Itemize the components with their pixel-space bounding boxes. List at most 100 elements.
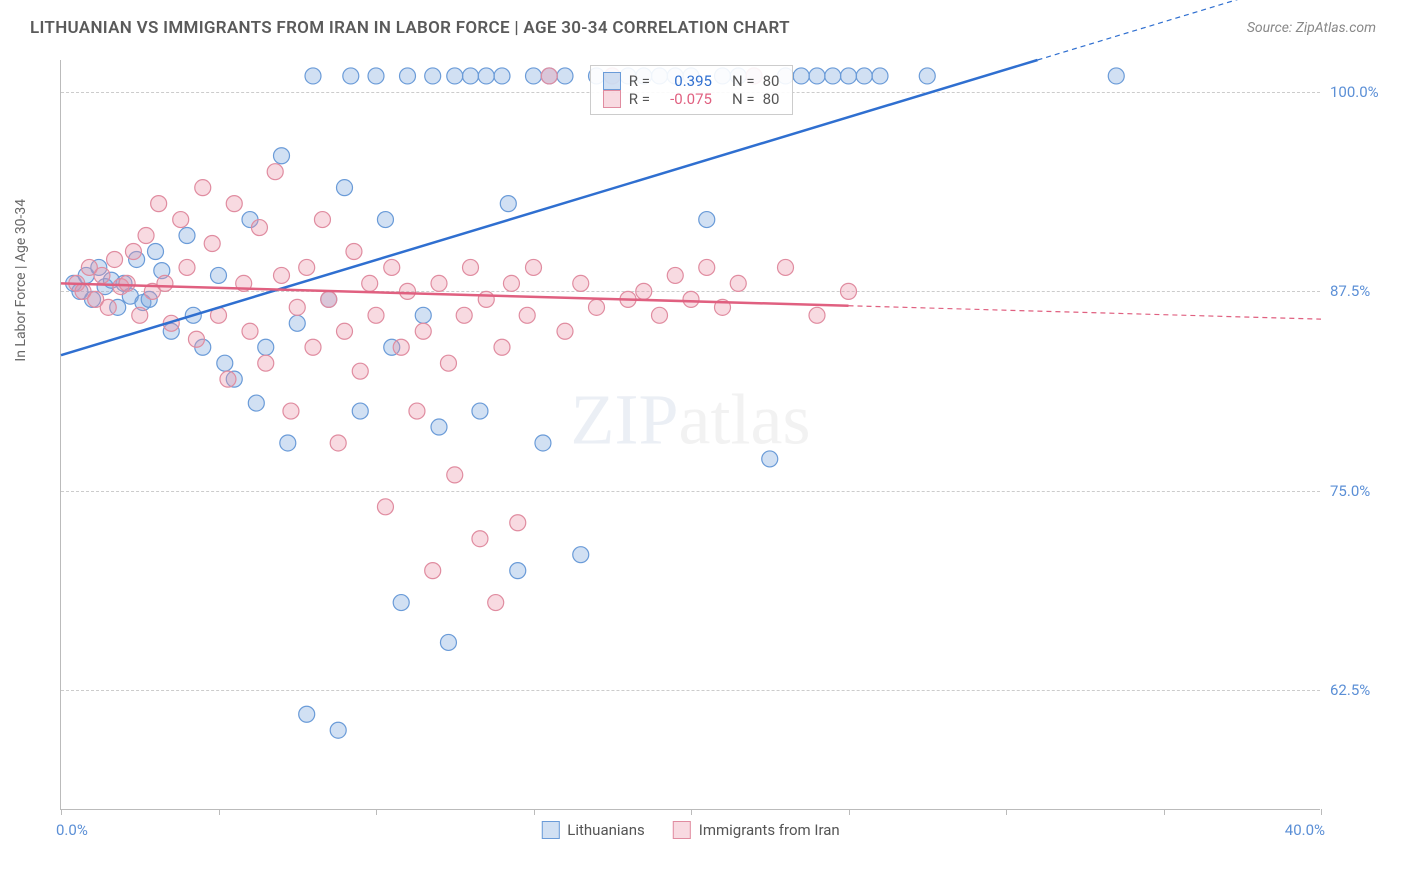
data-point	[825, 68, 841, 84]
data-point	[157, 275, 173, 291]
data-point	[557, 68, 573, 84]
data-point	[321, 291, 337, 307]
x-tick	[61, 809, 62, 815]
data-point	[503, 275, 519, 291]
data-point	[557, 323, 573, 339]
legend-swatch	[603, 72, 621, 90]
x-tick	[376, 809, 377, 815]
data-point	[667, 267, 683, 283]
x-axis-max-label: 40.0%	[1285, 821, 1325, 839]
data-point	[535, 435, 551, 451]
data-point	[107, 251, 123, 267]
data-point	[343, 68, 359, 84]
data-point	[251, 220, 267, 236]
correlation-stats-legend: R = 0.395 N = 80R = -0.075 N = 80	[590, 65, 793, 115]
n-label: N =	[732, 90, 755, 108]
data-point	[400, 283, 416, 299]
n-label: N =	[732, 72, 755, 90]
data-point	[384, 259, 400, 275]
data-point	[305, 339, 321, 355]
data-point	[100, 299, 116, 315]
legend-item: Immigrants from Iran	[673, 821, 840, 839]
data-point	[248, 395, 264, 411]
data-point	[683, 291, 699, 307]
r-value: 0.395	[658, 72, 712, 90]
x-tick	[849, 809, 850, 815]
data-point	[541, 68, 557, 84]
data-point	[409, 403, 425, 419]
data-point	[872, 68, 888, 84]
data-point	[431, 275, 447, 291]
data-point	[330, 435, 346, 451]
data-point	[188, 331, 204, 347]
x-tick	[219, 809, 220, 815]
legend-item: Lithuanians	[541, 821, 644, 839]
data-point	[393, 339, 409, 355]
data-point	[500, 196, 516, 212]
data-point	[589, 299, 605, 315]
legend-swatch	[673, 821, 691, 839]
data-point	[494, 68, 510, 84]
data-point	[573, 275, 589, 291]
data-point	[778, 259, 794, 275]
data-point	[346, 243, 362, 259]
data-point	[305, 68, 321, 84]
legend-label: Lithuanians	[567, 821, 644, 839]
chart-source: Source: ZipAtlas.com	[1247, 20, 1376, 36]
data-point	[478, 291, 494, 307]
data-point	[510, 515, 526, 531]
x-axis-min-label: 0.0%	[56, 821, 88, 839]
data-point	[242, 323, 258, 339]
data-point	[274, 267, 290, 283]
data-point	[211, 267, 227, 283]
data-point	[179, 259, 195, 275]
data-point	[377, 499, 393, 515]
data-point	[330, 722, 346, 738]
y-tick-label: 87.5%	[1330, 282, 1390, 300]
data-point	[337, 180, 353, 196]
x-tick	[1164, 809, 1165, 815]
data-point	[841, 68, 857, 84]
y-tick-label: 75.0%	[1330, 482, 1390, 500]
data-point	[94, 267, 110, 283]
x-tick	[534, 809, 535, 815]
data-point	[440, 355, 456, 371]
data-point	[431, 419, 447, 435]
data-point	[425, 68, 441, 84]
data-point	[258, 339, 274, 355]
legend-swatch	[603, 90, 621, 108]
data-point	[699, 212, 715, 228]
stats-legend-row: R = -0.075 N = 80	[603, 90, 780, 108]
data-point	[352, 403, 368, 419]
n-value: 80	[763, 90, 780, 108]
data-point	[368, 68, 384, 84]
data-point	[400, 68, 416, 84]
data-point	[730, 275, 746, 291]
data-point	[151, 196, 167, 212]
x-tick	[691, 809, 692, 815]
data-point	[919, 68, 935, 84]
data-point	[125, 243, 141, 259]
data-point	[636, 283, 652, 299]
data-point	[415, 307, 431, 323]
r-value: -0.075	[658, 90, 712, 108]
data-point	[699, 259, 715, 275]
data-point	[138, 228, 154, 244]
n-value: 80	[763, 72, 780, 90]
legend-label: Immigrants from Iran	[699, 821, 840, 839]
series-legend: Lithuanians Immigrants from Iran	[541, 821, 839, 839]
data-point	[456, 307, 472, 323]
data-point	[472, 531, 488, 547]
data-point	[841, 283, 857, 299]
y-tick-label: 62.5%	[1330, 681, 1390, 699]
data-point	[1108, 68, 1124, 84]
data-point	[148, 243, 164, 259]
data-point	[280, 435, 296, 451]
data-point	[289, 315, 305, 331]
data-point	[132, 307, 148, 323]
data-point	[793, 68, 809, 84]
r-label: R =	[629, 90, 650, 108]
data-point	[526, 68, 542, 84]
data-point	[415, 323, 431, 339]
data-point	[220, 371, 236, 387]
